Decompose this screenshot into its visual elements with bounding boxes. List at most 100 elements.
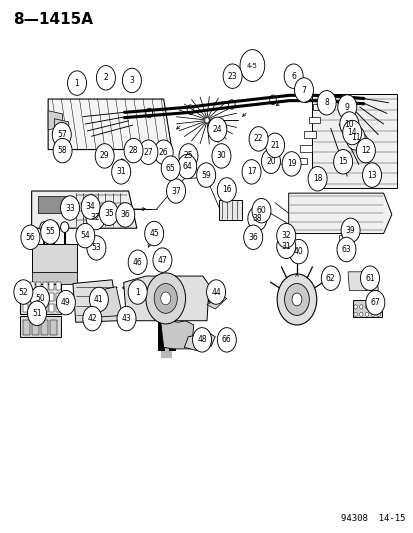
Circle shape — [166, 179, 185, 203]
Circle shape — [281, 152, 300, 176]
Text: 64: 64 — [182, 162, 192, 171]
Circle shape — [307, 166, 326, 191]
Text: 65: 65 — [166, 164, 175, 173]
Circle shape — [192, 328, 211, 352]
Text: 66: 66 — [221, 335, 231, 344]
Text: 14: 14 — [347, 128, 356, 137]
Text: 60: 60 — [256, 206, 266, 215]
Polygon shape — [311, 94, 396, 188]
Text: 37: 37 — [171, 187, 180, 196]
Bar — [36, 304, 41, 312]
Circle shape — [128, 280, 147, 304]
Bar — [38, 196, 73, 213]
Circle shape — [340, 218, 359, 243]
Circle shape — [56, 290, 75, 315]
Circle shape — [206, 280, 225, 304]
Text: 24: 24 — [212, 125, 222, 134]
Text: 9: 9 — [344, 102, 349, 111]
Text: 16: 16 — [221, 185, 231, 195]
Bar — [32, 320, 38, 335]
Polygon shape — [123, 276, 209, 321]
Polygon shape — [160, 321, 193, 349]
Bar — [353, 300, 381, 317]
Text: 26: 26 — [159, 148, 168, 157]
Circle shape — [333, 150, 352, 174]
Circle shape — [154, 284, 177, 313]
Polygon shape — [73, 280, 118, 322]
Polygon shape — [31, 191, 137, 228]
Text: 17: 17 — [246, 167, 256, 176]
Circle shape — [52, 123, 71, 147]
Circle shape — [365, 312, 368, 317]
Bar — [56, 293, 61, 301]
Text: 28: 28 — [128, 146, 138, 155]
Circle shape — [87, 236, 106, 260]
Circle shape — [99, 201, 118, 225]
Circle shape — [178, 144, 197, 168]
Circle shape — [294, 78, 313, 102]
Text: 34: 34 — [85, 203, 95, 212]
Circle shape — [217, 177, 236, 202]
Text: 40: 40 — [293, 247, 303, 256]
Circle shape — [76, 223, 95, 248]
Circle shape — [276, 274, 316, 325]
Text: 58: 58 — [58, 146, 67, 155]
Polygon shape — [54, 119, 69, 138]
Circle shape — [161, 156, 180, 180]
Circle shape — [336, 237, 355, 262]
Circle shape — [67, 71, 86, 95]
Text: 50: 50 — [35, 294, 45, 303]
Circle shape — [365, 305, 368, 309]
Circle shape — [117, 306, 136, 331]
Circle shape — [60, 222, 69, 232]
Circle shape — [27, 301, 46, 326]
Bar — [29, 282, 34, 290]
Circle shape — [370, 305, 374, 309]
Circle shape — [339, 112, 358, 136]
Circle shape — [50, 222, 58, 232]
Circle shape — [112, 160, 131, 184]
Circle shape — [240, 50, 264, 82]
Circle shape — [122, 68, 141, 93]
Circle shape — [30, 286, 49, 311]
Bar — [36, 282, 41, 290]
Circle shape — [154, 140, 173, 165]
Polygon shape — [48, 99, 171, 150]
Text: 59: 59 — [201, 171, 211, 180]
Text: 43: 43 — [121, 314, 131, 323]
Circle shape — [359, 305, 362, 309]
Circle shape — [365, 290, 384, 315]
Circle shape — [247, 206, 266, 231]
Bar — [50, 320, 57, 335]
Text: 42: 42 — [87, 314, 97, 323]
Bar — [294, 158, 306, 165]
Bar — [49, 282, 54, 290]
Bar — [312, 104, 323, 110]
Text: 36: 36 — [248, 233, 257, 242]
Text: 39: 39 — [345, 226, 355, 235]
Bar — [308, 117, 319, 124]
Circle shape — [211, 144, 230, 168]
Circle shape — [116, 203, 135, 227]
Bar — [219, 199, 242, 220]
Text: 29: 29 — [100, 151, 109, 160]
Text: 10: 10 — [344, 119, 353, 128]
Text: 94308  14-15: 94308 14-15 — [340, 514, 404, 523]
Bar — [56, 282, 61, 290]
Text: 27: 27 — [143, 148, 153, 157]
Text: 33: 33 — [65, 204, 75, 213]
Text: 62: 62 — [325, 273, 335, 282]
Circle shape — [362, 163, 381, 187]
Circle shape — [243, 225, 262, 249]
Circle shape — [21, 225, 40, 249]
Bar — [29, 304, 34, 312]
Circle shape — [261, 149, 280, 173]
Circle shape — [376, 312, 380, 317]
Text: 4-5: 4-5 — [246, 62, 257, 69]
Bar — [56, 304, 61, 312]
Text: 13: 13 — [366, 171, 376, 180]
Circle shape — [124, 139, 143, 163]
Text: 1: 1 — [135, 287, 140, 296]
Circle shape — [360, 266, 379, 290]
Circle shape — [128, 250, 147, 274]
